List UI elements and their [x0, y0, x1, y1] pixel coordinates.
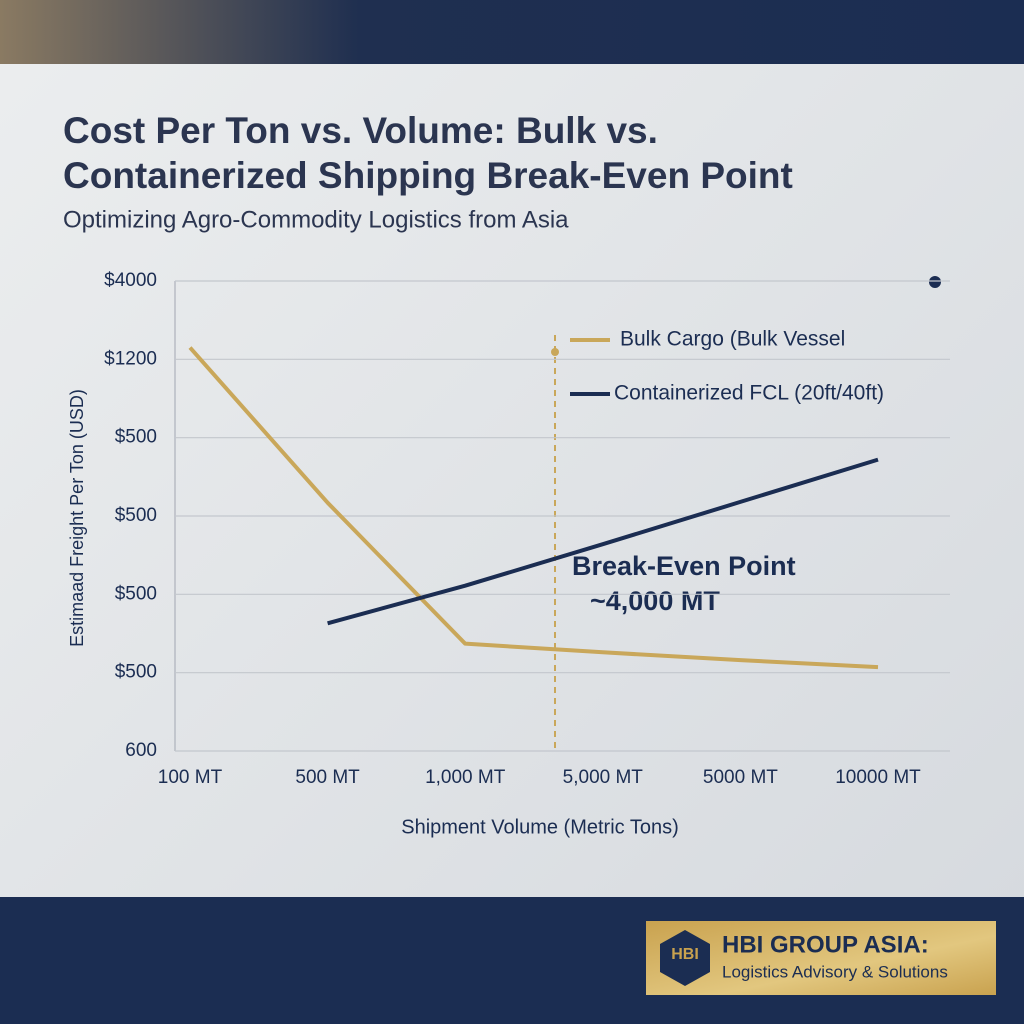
- brand-tagline: Logistics Advisory & Solutions: [722, 962, 948, 981]
- x-tick-label: 5000 MT: [703, 767, 778, 788]
- y-tick-label: $500: [115, 427, 157, 448]
- y-tick-label: $500: [115, 505, 157, 526]
- x-tick-label: 10000 MT: [835, 767, 921, 788]
- y-tick-label: $500: [115, 583, 157, 604]
- x-axis-label: Shipment Volume (Metric Tons): [401, 816, 679, 838]
- series-line: [327, 457, 879, 626]
- y-axis-label: Estimaad Freight Per Ton (USD): [67, 389, 87, 647]
- chart-title: Cost Per Ton vs. Volume: Bulk vs.: [63, 110, 658, 151]
- y-tick-label: $1200: [104, 348, 157, 369]
- top-band: [0, 0, 1024, 64]
- annotation: Break-Even Point: [572, 551, 796, 581]
- legend-label: Containerized FCL (20ft/40ft): [614, 382, 884, 405]
- y-tick-label: $4000: [104, 270, 157, 291]
- x-tick-label: 1,000 MT: [425, 767, 506, 788]
- brand-name: HBI GROUP ASIA:: [722, 931, 929, 958]
- legend-label: Bulk Cargo (Bulk Vessel: [620, 328, 845, 351]
- brand-logo-text: HBI: [671, 946, 699, 963]
- y-tick-label: 600: [125, 740, 157, 761]
- x-tick-label: 500 MT: [295, 767, 360, 788]
- chart-title: Containerized Shipping Break-Even Point: [63, 155, 793, 196]
- corner-dot: [929, 276, 941, 288]
- y-tick-label: $500: [115, 662, 157, 683]
- chart-subtitle: Optimizing Agro-Commodity Logistics from…: [63, 206, 569, 233]
- x-tick-label: 100 MT: [158, 767, 223, 788]
- x-tick-label: 5,000 MT: [563, 767, 644, 788]
- brand-logo: [660, 930, 710, 986]
- break-even-marker: [551, 348, 559, 356]
- annotation: ~4,000 MT: [590, 586, 720, 616]
- series-line: [188, 346, 879, 670]
